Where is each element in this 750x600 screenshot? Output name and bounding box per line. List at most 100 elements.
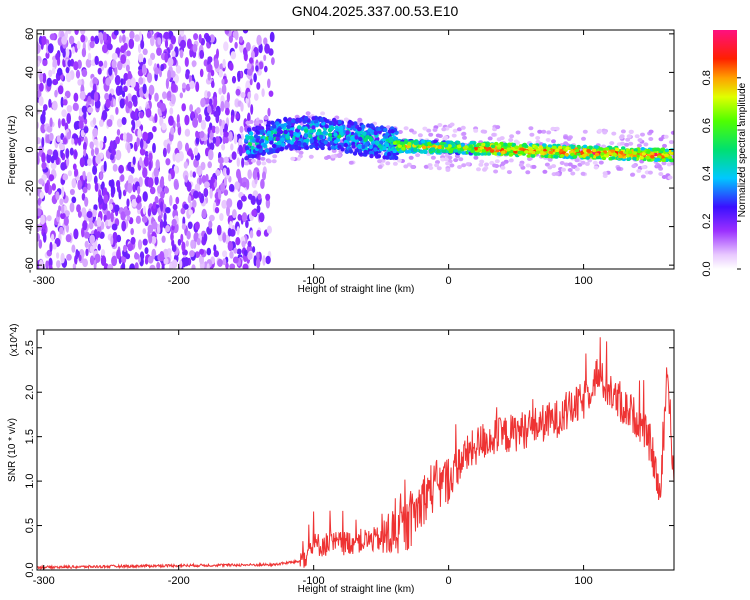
spectrogram-cell: [71, 138, 75, 145]
x-tick-label: -100: [303, 275, 325, 287]
spectrogram-cell: [407, 141, 412, 146]
spectrogram-cell: [343, 139, 349, 145]
spectrogram-cell: [102, 31, 107, 42]
spectrogram-cell: [420, 139, 426, 144]
spectrogram-cell: [184, 114, 190, 126]
spectrogram-cell: [251, 158, 256, 163]
spectrogram-cell: [172, 203, 178, 211]
spectrogram-cell: [103, 187, 107, 195]
spectrogram-cell: [185, 83, 191, 92]
spectrogram-cell: [545, 138, 551, 142]
spectrogram-cell: [130, 166, 135, 174]
spectrogram-cell: [319, 118, 325, 123]
spectrogram-cell: [223, 189, 229, 196]
spectrogram-cell: [98, 60, 104, 67]
spectrogram-cell: [66, 105, 73, 113]
spectrogram-cell: [456, 144, 462, 149]
spectrogram-cell: [670, 161, 674, 166]
spectrogram-cell: [214, 136, 221, 147]
spectrogram-cell: [478, 162, 484, 167]
spectrogram-cell: [189, 170, 193, 178]
spectrogram-cell: [179, 92, 183, 99]
spectrogram-cell: [191, 60, 197, 67]
spectrogram-cell: [210, 176, 214, 186]
spectrogram-cell: [203, 187, 209, 198]
spectrogram-cell: [286, 124, 291, 129]
spectrogram-cell: [219, 63, 224, 71]
spectrogram-cell: [139, 138, 144, 149]
spectrogram-cell: [106, 119, 113, 127]
spectrogram-cell: [409, 128, 414, 133]
spectrogram-cell: [326, 155, 332, 159]
spectrogram-cell: [142, 48, 148, 56]
spectrogram-x-label: Height of straight line (km): [298, 284, 415, 295]
spectrogram-cell: [139, 147, 146, 156]
spectrogram-cell: [48, 264, 53, 269]
spectrogram-cell: [500, 161, 506, 166]
spectrogram-cell: [255, 257, 261, 269]
spectrogram-cell: [177, 238, 182, 246]
spectrogram-cell: [542, 143, 547, 147]
spectrogram-cell: [231, 151, 237, 160]
spectrogram-cell: [256, 159, 262, 166]
spectrogram-cell: [435, 133, 441, 138]
spectrogram-cell: [187, 221, 193, 230]
spectrogram-cell: [346, 123, 352, 129]
spectrogram-cell: [105, 98, 111, 109]
spectrogram-cell: [156, 47, 162, 56]
spectrogram-cell: [262, 171, 266, 181]
spectrogram-cell: [142, 191, 148, 202]
spectrogram-cell: [152, 201, 157, 209]
spectrogram-cell: [327, 132, 333, 137]
spectrogram-cell: [37, 208, 42, 217]
spectrogram-cell: [269, 148, 274, 153]
x-tick-label: -100: [303, 575, 325, 587]
spectrogram-cell: [309, 138, 315, 143]
spectrogram-cell: [219, 125, 223, 136]
spectrogram-cell: [504, 143, 509, 147]
spectrogram-cell: [527, 157, 532, 161]
spectrogram-cell: [49, 117, 53, 128]
spectrogram-cell: [120, 211, 126, 221]
spectrogram-cell: [76, 40, 81, 50]
spectrogram-cell: [209, 34, 215, 43]
spectrogram-cell: [48, 174, 55, 182]
spectrogram-cell: [515, 130, 521, 135]
spectrogram-cell: [240, 92, 246, 99]
spectrogram-cell: [450, 141, 455, 146]
spectrogram-cell: [108, 93, 113, 102]
spectrogram-cell: [260, 178, 265, 190]
spectrogram-cell: [72, 102, 79, 112]
spectrogram-cell: [160, 190, 165, 199]
spectrogram-cell: [236, 157, 240, 167]
spectrogram-cell: [81, 69, 88, 77]
spectrogram-cell: [241, 157, 245, 168]
spectrogram-cell: [166, 143, 171, 154]
spectrogram-cell: [518, 163, 524, 167]
spectrogram-cell: [640, 147, 645, 151]
spectrogram-cell: [117, 60, 123, 71]
spectrogram-cell: [46, 77, 52, 87]
spectrogram-cell: [171, 245, 177, 252]
spectrogram-cell: [66, 156, 70, 167]
spectrogram-cell: [631, 164, 637, 169]
x-tick-label: 0: [446, 575, 452, 587]
spectrogram-cell: [62, 99, 68, 106]
spectrogram-cell: [87, 95, 91, 103]
spectrogram-cell: [164, 185, 168, 194]
spectrogram-cell: [84, 118, 88, 125]
spectrogram-cell: [111, 149, 116, 156]
spectrogram-cell: [546, 130, 552, 135]
spectrogram-cell: [670, 158, 674, 163]
spectrogram-cell: [86, 171, 93, 183]
spectrogram-cell: [661, 158, 666, 162]
spectrogram-cell: [37, 90, 42, 98]
spectrogram-cell: [168, 115, 174, 126]
spectrogram-cell: [57, 118, 61, 129]
spectrogram-cell: [82, 186, 88, 194]
spectrogram-cell: [103, 60, 108, 69]
spectrogram-cell: [242, 30, 249, 34]
spectrogram-cell: [221, 83, 227, 95]
spectrogram-cell: [118, 85, 123, 95]
spectrogram-cell: [559, 161, 565, 165]
